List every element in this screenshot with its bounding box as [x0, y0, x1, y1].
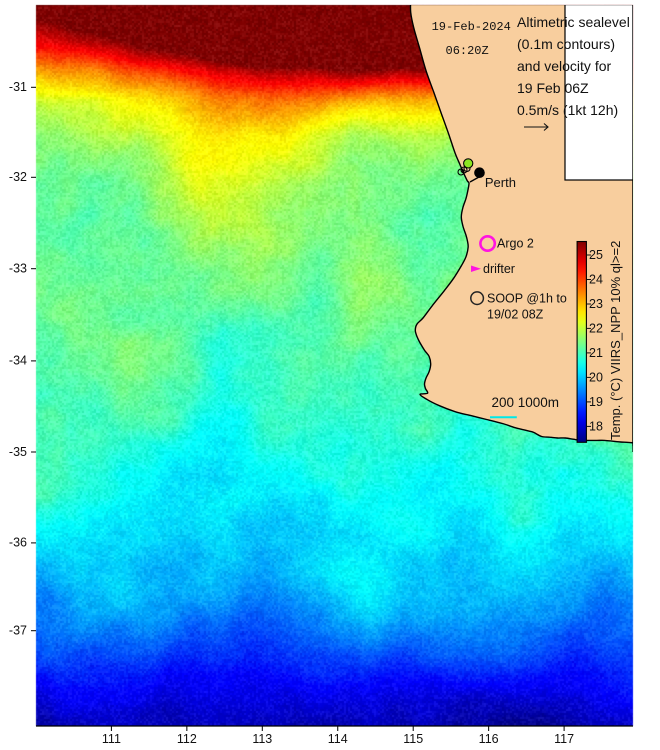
svg-text:115: 115	[403, 732, 423, 746]
svg-text:111: 111	[102, 732, 121, 746]
svg-text:-35: -35	[9, 445, 27, 459]
svg-text:and velocity for: and velocity for	[517, 58, 611, 74]
svg-text:Temp. (°C) VIIRS_NPP 10% ql>=2: Temp. (°C) VIIRS_NPP 10% ql>=2	[608, 241, 623, 440]
svg-text:20: 20	[589, 371, 603, 385]
svg-text:-31: -31	[9, 80, 27, 94]
svg-text:117: 117	[554, 732, 574, 746]
svg-text:25: 25	[589, 248, 603, 262]
svg-text:24: 24	[589, 273, 603, 287]
svg-text:19/02 08Z: 19/02 08Z	[487, 308, 544, 322]
svg-text:Perth: Perth	[485, 175, 516, 190]
svg-text:Altimetric sealevel: Altimetric sealevel	[517, 14, 630, 30]
svg-text:19 Feb 06Z: 19 Feb 06Z	[517, 80, 589, 96]
svg-text:drifter: drifter	[483, 262, 515, 276]
svg-text:0.5m/s (1kt 12h): 0.5m/s (1kt 12h)	[517, 102, 618, 118]
svg-text:06:20Z: 06:20Z	[446, 44, 489, 58]
svg-text:19: 19	[589, 395, 603, 409]
svg-text:-34: -34	[9, 354, 27, 368]
svg-text:112: 112	[177, 732, 197, 746]
svg-text:Argo 2: Argo 2	[497, 237, 534, 251]
svg-text:23: 23	[589, 297, 603, 311]
svg-text:22: 22	[589, 322, 603, 336]
svg-text:113: 113	[252, 732, 272, 746]
svg-text:18: 18	[589, 420, 603, 434]
svg-text:-37: -37	[9, 624, 27, 638]
svg-text:116: 116	[479, 732, 499, 746]
svg-text:-32: -32	[9, 170, 27, 184]
svg-text:-36: -36	[9, 536, 27, 550]
svg-text:SOOP @1h to: SOOP @1h to	[487, 292, 567, 306]
svg-text:-33: -33	[9, 262, 27, 276]
svg-text:19-Feb-2024: 19-Feb-2024	[432, 20, 511, 34]
svg-text:114: 114	[328, 732, 348, 746]
svg-text:21: 21	[589, 346, 603, 360]
svg-text:200 1000m: 200 1000m	[492, 395, 560, 410]
svg-text:(0.1m contours): (0.1m contours)	[517, 36, 615, 52]
